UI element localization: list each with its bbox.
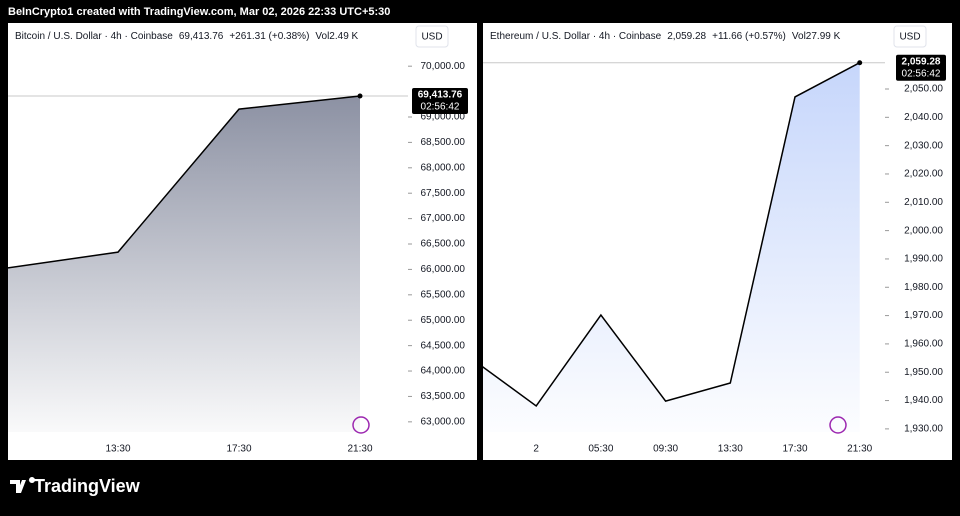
y-tick-label: 68,000.00 [421, 162, 466, 173]
y-tick-label: 67,000.00 [421, 213, 466, 224]
symbol-volume: Vol2.49 K [315, 31, 358, 42]
price-label-box [412, 87, 468, 114]
area [483, 62, 860, 432]
y-tick-label: 65,500.00 [421, 289, 466, 300]
symbol-volume: Vol27.99 K [792, 31, 841, 42]
y-tick-label: 2,010.00 [904, 197, 943, 208]
y-tick-label: 67,500.00 [421, 188, 466, 199]
y-tick-label: 64,000.00 [421, 366, 466, 377]
logo-text: TradingView [34, 476, 141, 496]
x-tick-label: 21:30 [347, 444, 372, 455]
y-tick-label: 1,990.00 [904, 254, 943, 265]
symbol-last: 2,059.28 [667, 31, 706, 42]
y-tick-label: 2,050.00 [904, 84, 943, 95]
x-tick-label: 13:30 [718, 444, 743, 455]
header-text: BeInCrypto1 created with TradingView.com… [8, 6, 390, 18]
x-tick-label: 2 [533, 444, 539, 455]
x-tick-label: 09:30 [653, 444, 678, 455]
last-point [857, 60, 863, 66]
symbol-change: +261.31 (+0.38%) [229, 31, 309, 42]
chart-panel: 63,000.00 63,500.00 64,000.00 64,500.00 65,0… [8, 23, 477, 460]
y-tick-label: 2,000.00 [904, 225, 943, 236]
y-tick-label: 63,500.00 [421, 391, 466, 402]
symbol-last: 69,413.76 [179, 31, 224, 42]
assistant-icon [352, 416, 370, 434]
y-tick-label: 1,930.00 [904, 424, 943, 435]
y-tick-label: 1,940.00 [904, 395, 943, 406]
line [8, 95, 361, 269]
symbol-info: Ethereum / U.S. Dollar · 4h · Coinbase 2,… [490, 31, 841, 42]
x-tick-label: 21:30 [847, 444, 872, 455]
y-tick-label: 2,030.00 [904, 140, 943, 151]
y-tick-label: 65,000.00 [421, 315, 466, 326]
plot [8, 93, 408, 432]
x-tick-label: 17:30 [782, 444, 807, 455]
currency: USD [899, 32, 920, 43]
symbol-title: Ethereum / U.S. Dollar · 4h · Coinbase [490, 31, 662, 42]
y-tick-label: 68,500.00 [421, 137, 466, 148]
logo [10, 477, 35, 493]
countdown: 02:56:42 [902, 68, 941, 79]
y-tick-label: 64,500.00 [421, 340, 466, 351]
symbol-title: Bitcoin / U.S. Dollar · 4h · Coinbase [15, 31, 173, 42]
y-tick-label: 66,000.00 [421, 264, 466, 275]
price-label: 2,059.28 [902, 56, 941, 67]
plot [483, 60, 885, 432]
y-tick-label: 1,980.00 [904, 282, 943, 293]
currency-box[interactable] [893, 25, 927, 48]
area [8, 95, 360, 432]
y-tick-label: 70,000.00 [421, 61, 466, 72]
assistant-icon [829, 416, 847, 434]
price-label: 69,413.76 [418, 90, 463, 101]
countdown: 02:56:42 [421, 102, 460, 113]
y-tick-label: 66,500.00 [421, 239, 466, 250]
currency-box[interactable] [415, 25, 449, 48]
chart-panel: 1,930.00 1,940.00 1,950.00 1,960.00 1,970.00… [483, 23, 952, 460]
line [483, 62, 861, 407]
symbol-info: Bitcoin / U.S. Dollar · 4h · Coinbase 69,… [15, 31, 359, 42]
y-tick-label: 1,970.00 [904, 310, 943, 321]
y-tick-label: 1,950.00 [904, 367, 943, 378]
y-tick-label: 2,020.00 [904, 169, 943, 180]
x-tick-label: 17:30 [226, 444, 251, 455]
last-point [357, 93, 363, 99]
symbol-change: +11.66 (+0.57%) [712, 31, 786, 42]
y-tick-label: 2,040.00 [904, 112, 943, 123]
currency: USD [421, 32, 442, 43]
y-tick-label: 69,000.00 [421, 112, 466, 123]
price-label-box [896, 54, 946, 81]
y-tick-label: 1,960.00 [904, 339, 943, 350]
x-tick-label: 13:30 [105, 444, 130, 455]
x-tick-label: 05:30 [588, 444, 613, 455]
y-tick-label: 63,000.00 [421, 416, 466, 427]
